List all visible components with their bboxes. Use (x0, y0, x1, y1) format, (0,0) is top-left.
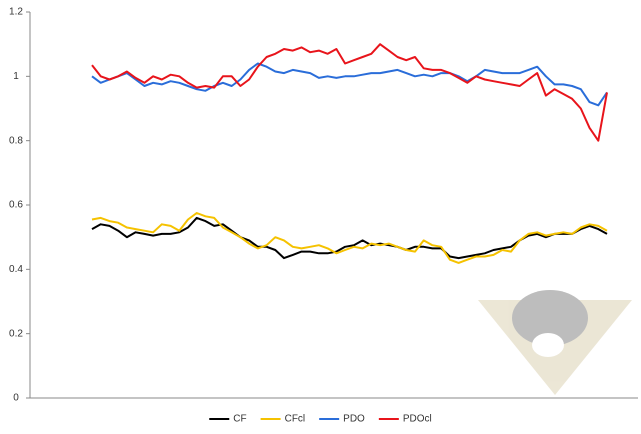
y-tick-label: 0.4 (9, 264, 23, 275)
legend-label: CF (233, 414, 246, 425)
legend-label: PDOcl (403, 414, 432, 425)
y-tick-label: 0.6 (9, 200, 23, 211)
series-line (91, 43, 608, 142)
y-tick-label: 1.2 (9, 7, 23, 18)
y-tick-label: 0 (13, 393, 19, 404)
series-line (91, 62, 608, 107)
y-tick-label: 0.8 (9, 135, 23, 146)
y-tick-label: 1 (13, 71, 19, 82)
series-line (91, 216, 608, 260)
series-line (91, 212, 608, 264)
legend-label: CFcl (285, 414, 306, 425)
logo (478, 290, 632, 395)
y-tick-label: 0.2 (9, 328, 23, 339)
legend-label: PDO (343, 414, 365, 425)
